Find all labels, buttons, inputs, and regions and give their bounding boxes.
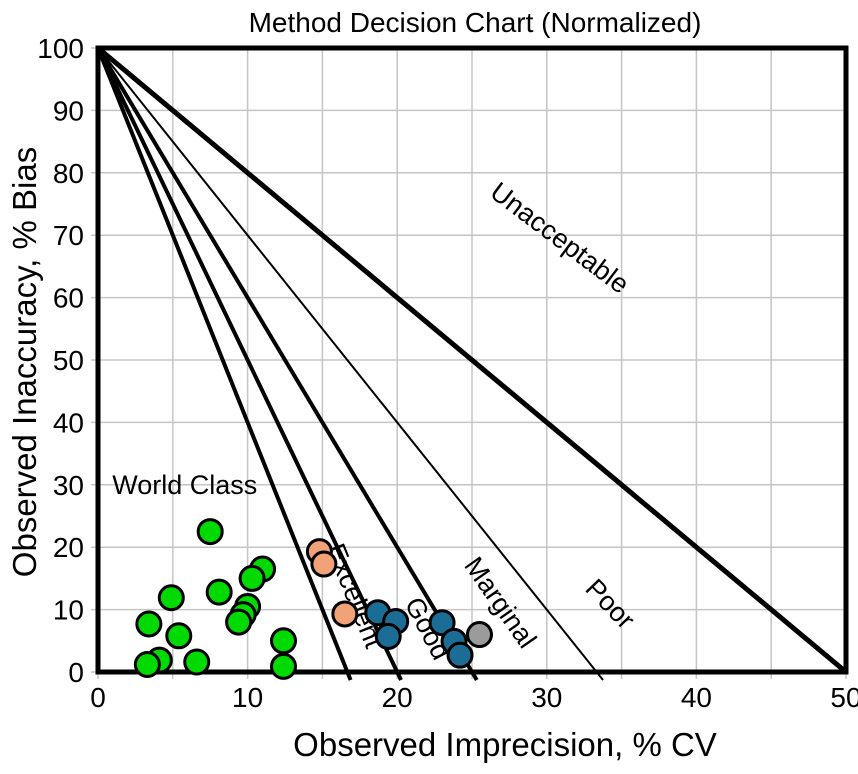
data-point-green	[165, 622, 193, 650]
x-tick-label: 40	[681, 682, 712, 713]
data-point-green	[183, 648, 211, 676]
decision-line-33.33	[97, 47, 604, 681]
x-tick-label: 20	[382, 682, 413, 713]
data-point-gray	[465, 621, 493, 649]
decision-line-50	[96, 46, 848, 674]
data-point-green	[225, 608, 253, 636]
data-point-orange	[310, 550, 338, 578]
data-point-green	[270, 652, 298, 680]
y-tick-label: 70	[53, 220, 84, 251]
region-label-unacceptable: Unacceptable	[485, 176, 635, 299]
data-point-green	[270, 627, 298, 655]
x-tick-label: 30	[531, 682, 562, 713]
plot-border	[95, 45, 849, 675]
x-tick-label: 0	[90, 682, 106, 713]
y-tick-label: 80	[53, 158, 84, 189]
data-point-green	[238, 564, 266, 592]
y-tick-label: 50	[53, 345, 84, 376]
region-label-poor: Poor	[580, 573, 641, 635]
data-point-green	[135, 610, 163, 638]
x-tick-label: 10	[232, 682, 263, 713]
y-tick-label: 60	[53, 283, 84, 314]
y-tick-label: 0	[68, 657, 84, 688]
decision-line-25	[96, 46, 479, 682]
data-point-green	[205, 578, 233, 606]
decision-line-16.67	[96, 47, 353, 681]
y-axis-title: Observed Inaccuracy, % Bias	[6, 147, 43, 577]
data-points	[133, 518, 493, 680]
chart-title: Method Decision Chart (Normalized)	[249, 7, 702, 38]
data-point-orange	[331, 600, 359, 628]
x-tick-label: 50	[830, 682, 858, 713]
region-label-world-class: World Class	[112, 470, 257, 500]
decision-line-20	[96, 47, 403, 681]
y-tick-label: 10	[53, 595, 84, 626]
y-tick-label: 40	[53, 407, 84, 438]
data-point-green	[157, 584, 185, 612]
data-point-blue	[446, 641, 474, 669]
y-tick-label: 90	[53, 95, 84, 126]
data-point-blue	[374, 622, 402, 650]
y-tick-label: 100	[37, 33, 84, 64]
gridlines	[91, 47, 847, 679]
y-tick-label: 20	[53, 532, 84, 563]
x-axis-title: Observed Imprecision, % CV	[293, 726, 717, 763]
tick-labels: 0 10 20 30 40 50 0 10 20 30 40 50 60 70 80 90 100	[37, 33, 858, 713]
data-point-green	[133, 651, 161, 679]
data-point-blue	[428, 609, 456, 637]
data-point-green	[196, 518, 224, 546]
decision-lines	[96, 46, 848, 682]
y-tick-label: 30	[53, 470, 84, 501]
